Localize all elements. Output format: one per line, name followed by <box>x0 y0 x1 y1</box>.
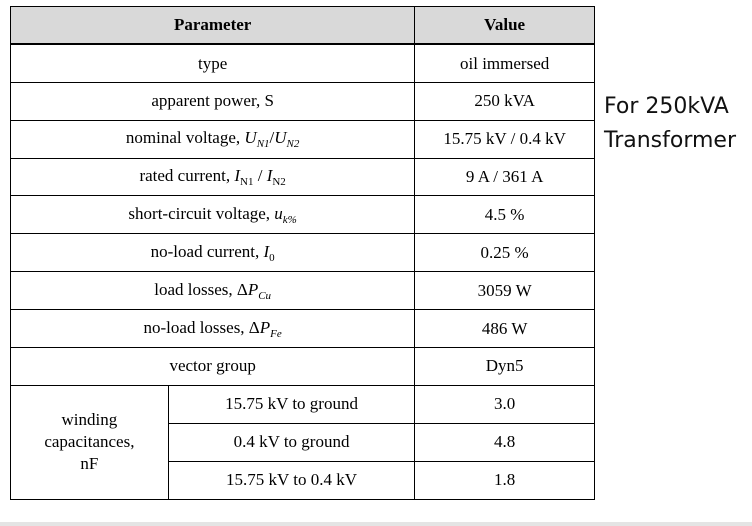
param-text: rated current, <box>139 166 235 185</box>
param-cell: 0.4 kV to ground <box>167 422 416 462</box>
subscript: N1 <box>240 176 254 188</box>
group-label-line: capacitances, <box>44 432 135 452</box>
value-cell: 486 W <box>414 309 595 349</box>
table-row: apparent power, S 250 kVA <box>9 81 595 121</box>
group-label: winding capacitances, nF <box>11 409 168 475</box>
subscript: Cu <box>258 289 272 302</box>
table-row: load losses, ΔPCu 3059 W <box>9 271 595 311</box>
param-cell: no-load current, I0 <box>9 233 416 273</box>
value-cell: 4.5 % <box>414 195 595 235</box>
side-note-line: For 250kVA <box>604 94 729 119</box>
group-label-line: nF <box>80 454 99 474</box>
table-row: type oil immersed <box>9 43 595 83</box>
param-cell: load losses, ΔPCu <box>9 271 416 311</box>
param-cell: short-circuit voltage, uk% <box>9 195 416 235</box>
header-value: Value <box>414 6 595 46</box>
subscript: N1 <box>256 138 270 151</box>
param-text: short-circuit voltage, <box>128 203 275 223</box>
side-note: For 250kVA Transformer <box>604 90 736 158</box>
symbol: u <box>274 203 283 223</box>
header-parameter: Parameter <box>9 6 416 46</box>
value-cell: oil immersed <box>414 43 595 83</box>
table-row: no-load current, I0 0.25 % <box>9 233 595 273</box>
symbol: I <box>234 166 240 185</box>
table-row: vector group Dyn5 <box>9 347 595 386</box>
value-cell: 250 kVA <box>414 81 595 121</box>
param-cell: type <box>9 43 416 83</box>
table-row: no-load losses, ΔPFe 486 W <box>9 309 595 349</box>
table-row: rated current, IN1 / IN2 9 A / 361 A <box>9 157 595 197</box>
param-cell: 15.75 kV to 0.4 kV <box>167 460 416 500</box>
table-row: nominal voltage, UN1/UN2 15.75 kV / 0.4 … <box>9 119 595 159</box>
value-cell: Dyn5 <box>414 347 595 386</box>
table-row: 15.75 kV to 0.4 kV 1.8 <box>11 460 595 500</box>
value-cell: 15.75 kV / 0.4 kV <box>414 119 595 159</box>
param-cell: vector group <box>9 347 416 386</box>
value-cell: 4.8 <box>414 422 595 462</box>
table-row: short-circuit voltage, uk% 4.5 % <box>9 195 595 235</box>
param-cell: 15.75 kV to ground <box>167 384 416 424</box>
separator: / <box>253 166 267 185</box>
param-text: no-load losses, Δ <box>143 317 260 337</box>
group-label-line: winding <box>61 410 118 430</box>
param-cell: rated current, IN1 / IN2 <box>9 157 416 197</box>
subscript: 0 <box>269 251 275 264</box>
table-header-row: Parameter Value <box>9 6 595 46</box>
subscript: Fe <box>270 327 282 340</box>
param-text: no-load current, <box>150 241 264 261</box>
symbol: P <box>247 279 259 299</box>
separator: / <box>269 128 275 148</box>
param-text: nominal voltage, <box>125 128 245 148</box>
param-cell: no-load losses, ΔPFe <box>9 309 416 349</box>
group-label-cell: winding capacitances, nF <box>10 384 169 500</box>
subscript: N2 <box>272 176 286 188</box>
side-note-line: Transformer <box>604 128 737 153</box>
symbol: P <box>259 317 271 337</box>
value-cell: 1.8 <box>414 460 595 500</box>
symbol: I <box>266 166 273 185</box>
param-cell: apparent power, S <box>9 81 416 121</box>
param-cell: nominal voltage, UN1/UN2 <box>9 119 416 159</box>
symbol: U <box>274 128 287 148</box>
symbol: U <box>244 128 257 148</box>
value-cell: 0.25 % <box>414 233 595 273</box>
table-row: winding capacitances, nF 15.75 kV to gro… <box>10 384 595 500</box>
param-text: load losses, Δ <box>154 279 248 299</box>
value-cell: 9 A / 361 A <box>414 157 595 197</box>
subscript: k% <box>282 213 297 226</box>
transformer-parameter-table: Parameter Value type oil immersed appare… <box>9 6 595 500</box>
value-cell: 3059 W <box>414 271 595 311</box>
table-row: 0.4 kV to ground 4.8 <box>11 422 595 462</box>
subscript: N2 <box>286 138 300 151</box>
symbol: I <box>263 241 270 261</box>
value-cell: 3.0 <box>414 384 595 424</box>
